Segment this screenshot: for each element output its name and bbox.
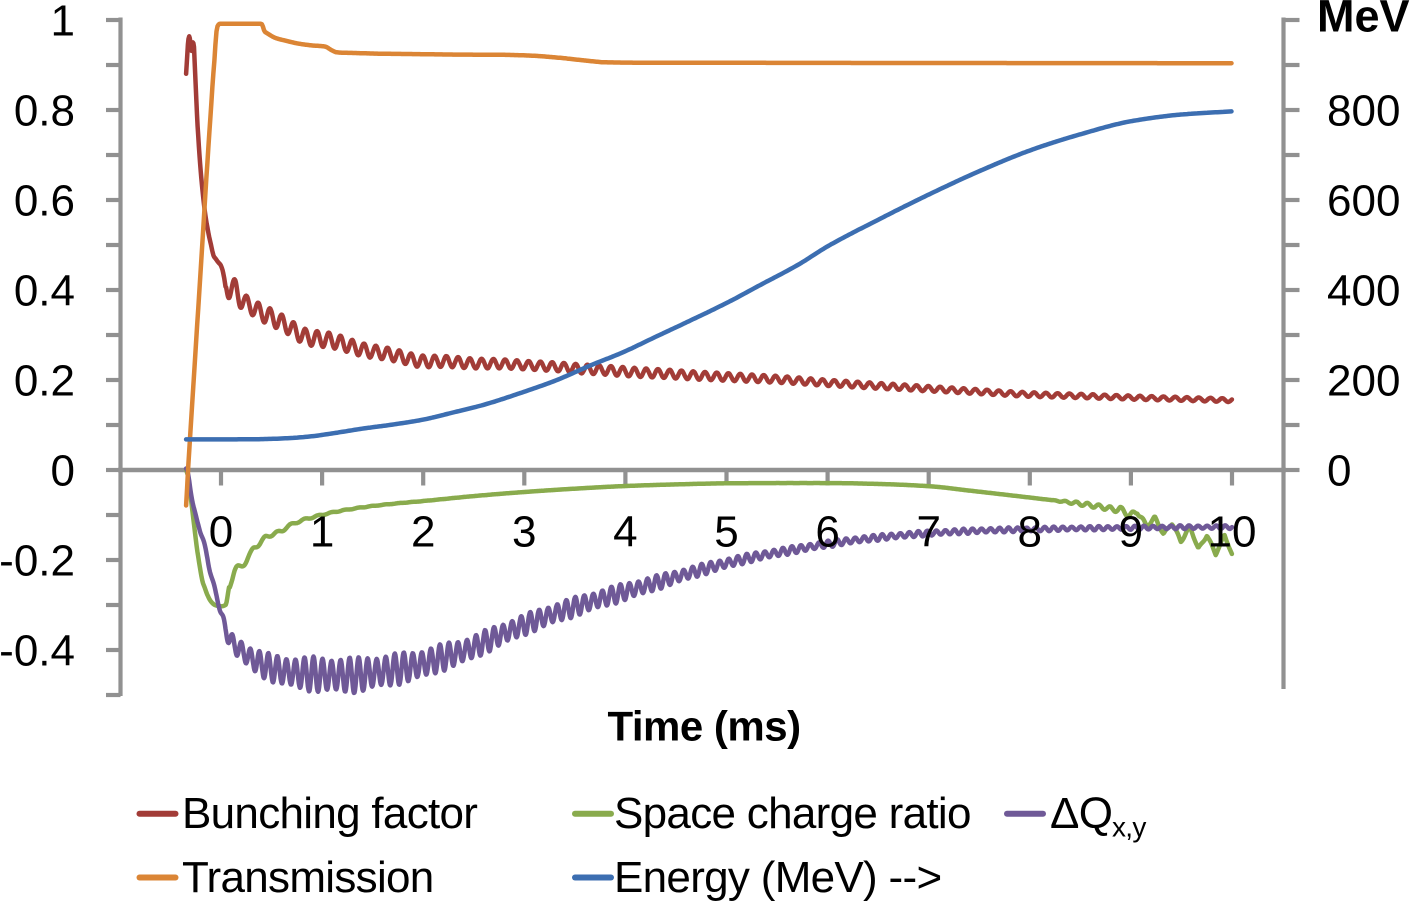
svg-text:2: 2 — [411, 508, 435, 557]
svg-text:400: 400 — [1327, 266, 1400, 315]
svg-text:1: 1 — [51, 0, 75, 45]
svg-text:Time (ms): Time (ms) — [607, 703, 800, 750]
svg-text:Space charge ratio: Space charge ratio — [614, 789, 971, 838]
svg-text:0.2: 0.2 — [14, 356, 75, 405]
svg-text:200: 200 — [1327, 356, 1400, 405]
svg-text:800: 800 — [1327, 86, 1400, 135]
svg-text:0: 0 — [1327, 446, 1351, 495]
svg-text:0: 0 — [51, 446, 75, 495]
svg-text:Energy (MeV) -->: Energy (MeV) --> — [614, 853, 941, 902]
svg-text:0.8: 0.8 — [14, 86, 75, 135]
svg-text:7: 7 — [916, 508, 940, 557]
svg-text:ΔQ: ΔQ — [1050, 789, 1112, 838]
svg-text:5: 5 — [714, 508, 738, 557]
svg-text:Bunching factor: Bunching factor — [182, 789, 477, 838]
svg-text:-0.2: -0.2 — [0, 536, 75, 585]
svg-text:0.4: 0.4 — [14, 266, 75, 315]
svg-text:3: 3 — [512, 508, 536, 557]
svg-text:-0.4: -0.4 — [0, 626, 75, 675]
svg-text:600: 600 — [1327, 176, 1400, 225]
svg-text:MeV: MeV — [1317, 0, 1410, 42]
svg-text:8: 8 — [1018, 508, 1042, 557]
svg-text:10: 10 — [1208, 508, 1257, 557]
svg-text:6: 6 — [815, 508, 839, 557]
svg-text:4: 4 — [613, 508, 637, 557]
svg-text:1: 1 — [310, 508, 334, 557]
svg-text:x,y: x,y — [1112, 812, 1146, 843]
svg-text:Transmission: Transmission — [182, 853, 434, 902]
svg-text:9: 9 — [1119, 508, 1143, 557]
svg-text:0.6: 0.6 — [14, 176, 75, 225]
svg-text:0: 0 — [209, 508, 233, 557]
